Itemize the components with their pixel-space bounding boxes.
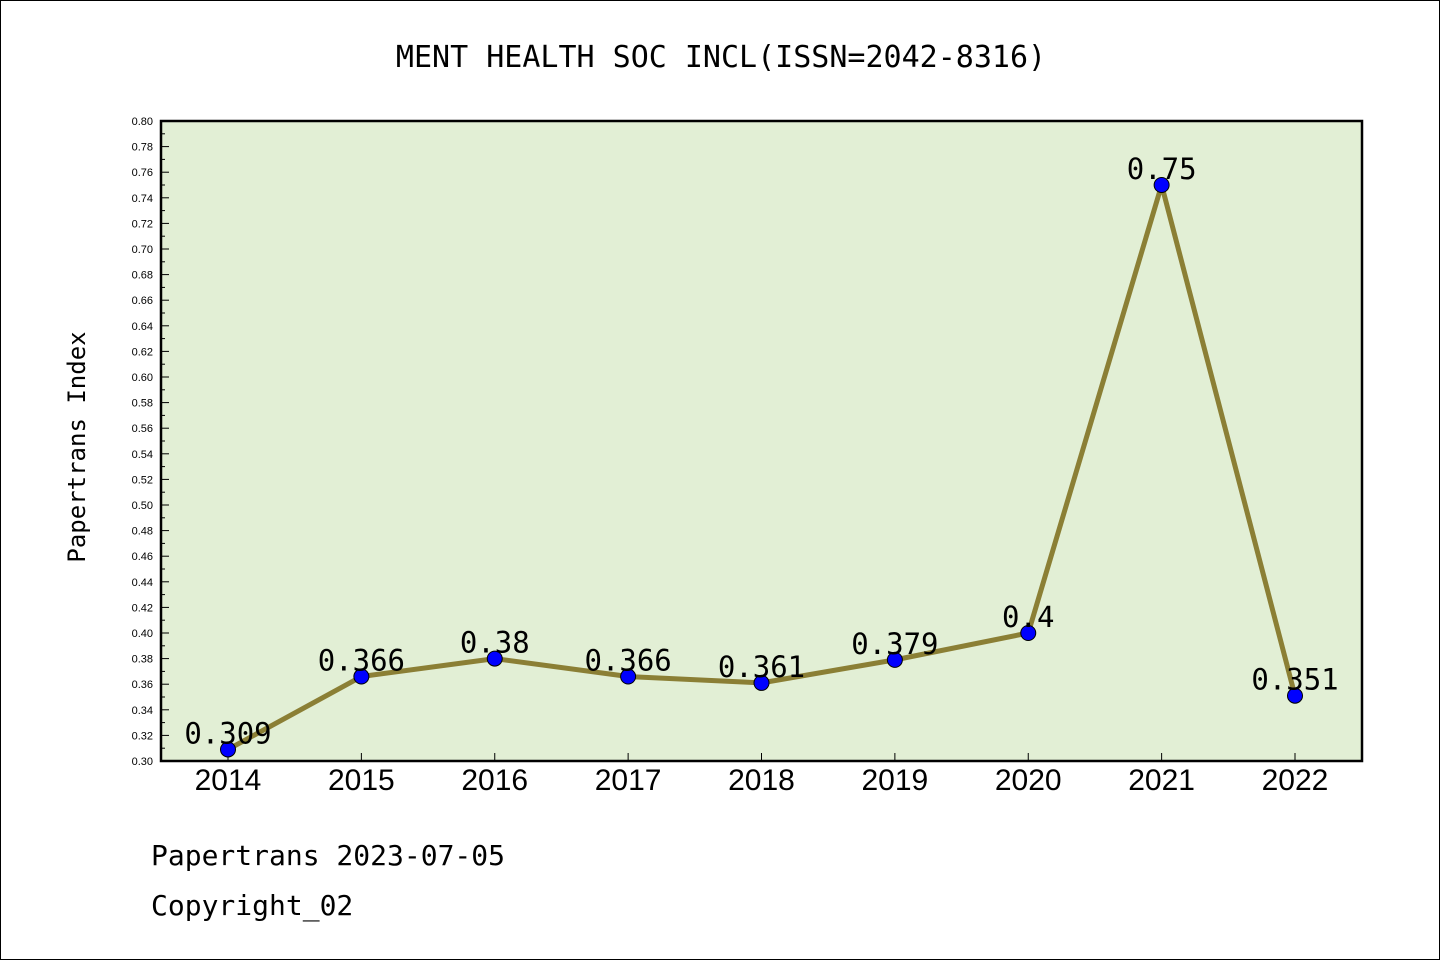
data-point — [486, 650, 503, 667]
y-tick-label: 0.30 — [132, 756, 153, 768]
data-label: 0.4 — [1002, 600, 1054, 634]
y-tick-label: 0.46 — [132, 551, 153, 563]
y-tick-label: 0.50 — [132, 500, 153, 512]
y-tick-label: 0.36 — [132, 679, 153, 691]
data-label: 0.379 — [851, 627, 938, 661]
data-point — [886, 651, 903, 668]
data-point — [753, 674, 770, 691]
data-label: 0.38 — [460, 626, 530, 660]
y-tick-label: 0.60 — [132, 372, 153, 384]
y-tick-label: 0.66 — [132, 295, 153, 307]
data-point — [1153, 177, 1170, 193]
data-label: 0.366 — [318, 644, 405, 678]
x-tick-label: 2017 — [595, 764, 662, 797]
y-tick-label: 0.72 — [132, 218, 153, 230]
y-tick-label: 0.80 — [132, 116, 153, 128]
y-axis-label: Papertrans Index — [63, 331, 91, 562]
y-axis-ticks: 0.30 0.32 0.34 0.36 0.38 0.40 0.42 0.44 0.46 0.48… — [132, 116, 169, 768]
data-point — [353, 668, 370, 685]
data-point — [620, 668, 637, 685]
data-label: 0.309 — [184, 716, 271, 750]
y-tick-label: 0.44 — [132, 577, 153, 589]
y-tick-label: 0.34 — [132, 705, 153, 717]
y-tick-label: 0.52 — [132, 474, 153, 486]
y-tick-label: 0.38 — [132, 654, 153, 666]
y-tick-label: 0.68 — [132, 270, 153, 282]
y-tick-label: 0.76 — [132, 167, 153, 179]
x-tick-label: 2015 — [328, 764, 395, 797]
plot-area — [161, 121, 1362, 761]
y-tick-label: 0.40 — [132, 628, 153, 640]
y-tick-label: 0.54 — [132, 449, 153, 461]
y-tick-label: 0.64 — [132, 321, 153, 333]
plot-border — [159, 119, 1364, 763]
y-tick-label: 0.74 — [132, 193, 153, 205]
y-tick-label: 0.56 — [132, 423, 153, 435]
footer-copyright: Copyright_02 — [151, 889, 353, 923]
x-tick-label: 2022 — [1262, 764, 1329, 797]
x-tick-label: 2019 — [862, 764, 929, 797]
data-labels: 0.309 0.366 0.38 0.366 0.361 0.379 0.4 0.75 0.35… — [184, 152, 1338, 750]
y-tick-label: 0.48 — [132, 526, 153, 538]
data-label: 0.75 — [1127, 152, 1197, 186]
y-tick-label: 0.42 — [132, 602, 153, 614]
y-tick-label: 0.78 — [132, 142, 153, 154]
x-tick-label: 2018 — [728, 764, 795, 797]
data-label: 0.366 — [584, 644, 671, 678]
x-axis-ticks: 2014 2015 2016 2017 2018 2019 2020 2021 2022 — [195, 753, 1329, 797]
y-tick-label: 0.58 — [132, 398, 153, 410]
footer-date: Papertrans 2023-07-05 — [151, 839, 505, 872]
data-label: 0.351 — [1251, 663, 1338, 697]
data-point — [1020, 625, 1037, 641]
x-tick-label: 2014 — [195, 764, 262, 797]
x-tick-label: 2021 — [1128, 764, 1195, 797]
x-tick-label: 2016 — [461, 764, 528, 797]
y-tick-label: 0.70 — [132, 244, 153, 256]
x-tick-label: 2020 — [995, 764, 1062, 797]
chart-title: MENT HEALTH SOC INCL(ISSN=2042-8316) — [396, 40, 1046, 75]
data-point — [220, 741, 236, 758]
series-line — [220, 177, 1303, 758]
data-label: 0.361 — [718, 650, 805, 684]
y-tick-label: 0.62 — [132, 346, 153, 358]
y-tick-label: 0.32 — [132, 730, 153, 742]
data-point — [1287, 687, 1303, 704]
